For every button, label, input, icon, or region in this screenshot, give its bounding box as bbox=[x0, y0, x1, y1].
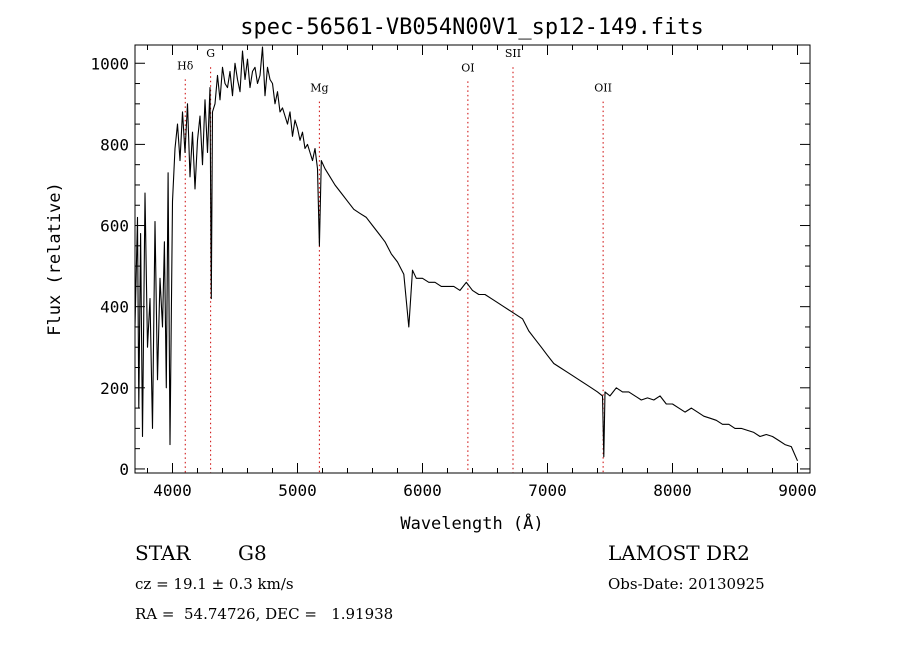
x-tick-label: 9000 bbox=[778, 481, 817, 500]
chart-title: spec-56561-VB054N00V1_sp12-149.fits bbox=[240, 15, 704, 40]
redshift-text: cz = 19.1 ± 0.3 km/s bbox=[135, 575, 294, 593]
spectral-line-label: OI bbox=[461, 61, 474, 74]
x-axis: 4000 5000 6000 7000 8000 9000 bbox=[147, 45, 817, 500]
y-tick-label: 400 bbox=[100, 298, 129, 317]
y-axis-label: Flux (relative) bbox=[45, 182, 65, 336]
obs-date: Obs-Date: 20130925 bbox=[608, 575, 765, 593]
y-tick-label: 600 bbox=[100, 217, 129, 236]
spectral-line-label: G bbox=[206, 47, 215, 60]
x-tick-label: 7000 bbox=[528, 481, 567, 500]
y-tick-label: 0 bbox=[119, 460, 129, 479]
spectral-line-label: Hδ bbox=[177, 59, 194, 72]
spectrum-line bbox=[134, 46, 799, 462]
spectral-line-label: SII bbox=[505, 47, 521, 60]
object-subclass: G8 bbox=[238, 541, 267, 565]
x-tick-label: 5000 bbox=[278, 481, 317, 500]
spectral-line-markers: Hδ G Mg OI SII OII bbox=[177, 47, 612, 473]
plot-frame bbox=[134, 44, 811, 474]
y-tick-label: 1000 bbox=[90, 54, 129, 73]
x-tick-label: 8000 bbox=[653, 481, 692, 500]
x-tick-label: 4000 bbox=[153, 481, 192, 500]
spectral-line-label: Mg bbox=[310, 82, 328, 95]
y-axis: 0 200 400 600 800 1000 bbox=[90, 54, 810, 479]
object-class: STAR bbox=[135, 541, 191, 565]
spectral-line-label: OII bbox=[594, 82, 612, 95]
x-tick-label: 6000 bbox=[403, 481, 442, 500]
x-axis-label: Wavelength (Å) bbox=[400, 512, 543, 534]
y-tick-label: 800 bbox=[100, 135, 129, 154]
coordinates: RA = 54.74726, DEC = 1.91938 bbox=[135, 605, 394, 623]
survey-name: LAMOST DR2 bbox=[608, 541, 750, 565]
y-tick-label: 200 bbox=[100, 379, 129, 398]
